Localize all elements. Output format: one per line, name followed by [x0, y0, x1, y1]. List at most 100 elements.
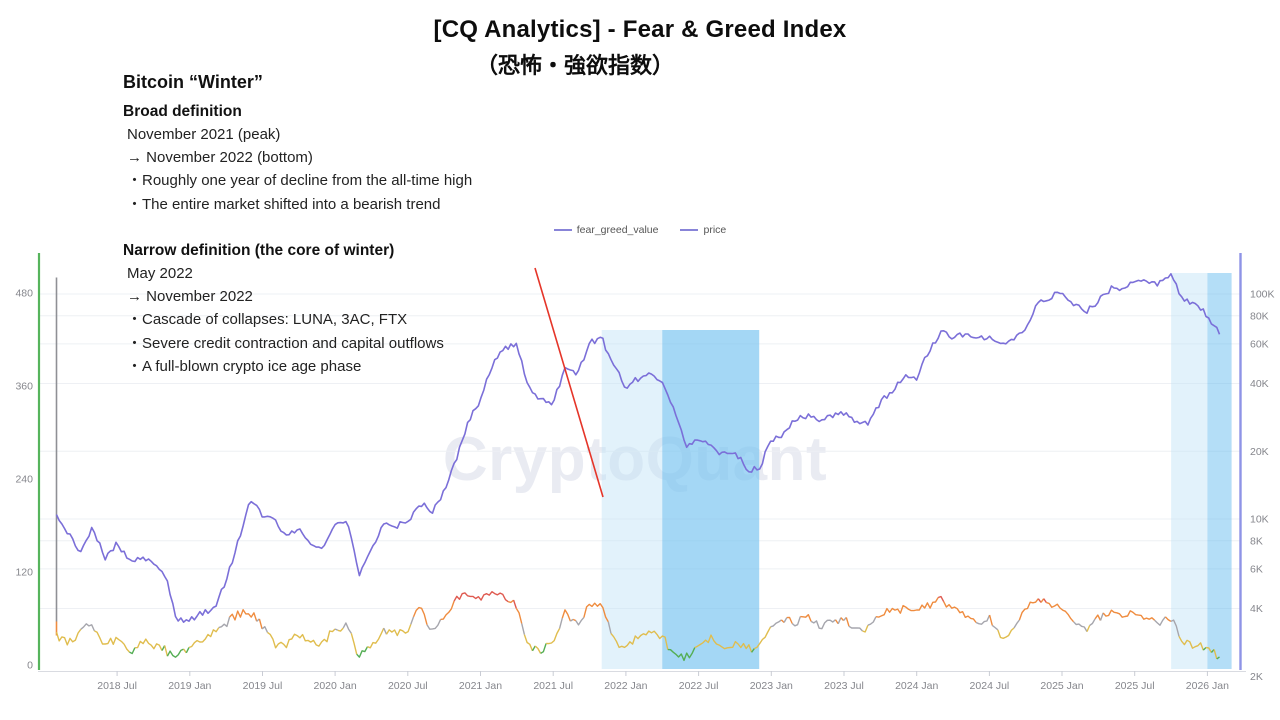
- fear-greed-line-segment: [258, 618, 263, 630]
- fear-greed-line-segment: [512, 599, 517, 609]
- fear-greed-line-segment: [1154, 616, 1166, 626]
- y-right-tick-label: 6K: [1250, 563, 1263, 575]
- fear-greed-line-segment: [751, 648, 755, 653]
- fear-greed-line-segment: [267, 628, 336, 649]
- x-tick-label: 2022 Jul: [679, 680, 719, 692]
- fear-greed-line-segment: [975, 614, 991, 625]
- fear-greed-line-segment: [800, 614, 812, 622]
- fear-greed-line-segment: [385, 624, 412, 637]
- fear-greed-line-segment: [1178, 635, 1204, 651]
- fear-greed-line-segment: [753, 626, 772, 650]
- annotation-line: ・The entire market shifted into a bearis…: [127, 195, 441, 213]
- x-tick-label: 2025 Jul: [1115, 680, 1155, 692]
- fear-greed-line-segment: [845, 617, 850, 627]
- annotation-line: ・A full-blown crypto ice age phase: [127, 357, 362, 375]
- line-swatch-icon: [680, 229, 699, 231]
- x-tick-label: 2020 Jul: [388, 680, 428, 692]
- y-right-tick-label: 2K: [1250, 671, 1263, 683]
- x-tick-label: 2023 Jan: [750, 680, 793, 692]
- fear-greed-line-segment: [531, 645, 536, 652]
- fear-greed-line-segment: [164, 645, 169, 657]
- fear-greed-line-segment: [607, 621, 612, 634]
- fear-greed-line-segment: [783, 617, 788, 623]
- fear-greed-line-segment: [1170, 619, 1180, 637]
- fear-greed-line-segment: [575, 616, 585, 626]
- annotation-line: → November 2022 (bottom): [127, 149, 313, 167]
- x-tick-label: 2021 Jan: [459, 680, 502, 692]
- x-tick-label: 2023 Jul: [824, 680, 864, 692]
- fear-greed-line-segment: [342, 622, 352, 634]
- fear-greed-line-segment: [1037, 598, 1042, 603]
- x-tick-label: 2024 Jan: [895, 680, 938, 692]
- fear-greed-line-segment: [546, 628, 561, 645]
- fear-greed-line-segment: [1013, 619, 1020, 629]
- highlight-band-current-decline-light: [1171, 273, 1208, 669]
- fear-greed-line-segment: [383, 627, 388, 635]
- highlight-band-current-decline-dark: [1207, 273, 1232, 669]
- fear-greed-line-segment: [1213, 649, 1218, 660]
- fear-greed-line-segment: [188, 627, 220, 649]
- fear-greed-line-segment: [570, 618, 574, 622]
- fear-greed-line-segment: [848, 625, 864, 632]
- legend-label: price: [703, 224, 727, 236]
- fear-greed-line-segment: [1040, 598, 1045, 603]
- y-right-tick-label: 10K: [1250, 514, 1269, 526]
- x-tick-label: 2024 Jul: [970, 680, 1010, 692]
- x-tick-label: 2018 Jul: [97, 680, 137, 692]
- annotation-line: November 2021 (peak): [127, 126, 281, 143]
- fear-greed-line-segment: [453, 591, 509, 603]
- fear-greed-line-segment: [1072, 621, 1088, 632]
- line-swatch-icon: [553, 229, 572, 231]
- legend-item-price[interactable]: price: [680, 224, 726, 236]
- fear-greed-line-segment: [667, 647, 696, 662]
- fear-greed-line-segment: [426, 619, 442, 630]
- fear-greed-line-segment: [134, 638, 163, 651]
- fear-greed-line-segment: [334, 628, 339, 631]
- fear-greed-line-segment: [218, 616, 231, 629]
- fear-greed-line-segment: [875, 597, 939, 618]
- annotation-heading: Bitcoin “Winter”: [123, 72, 263, 92]
- fear-greed-line-segment: [561, 609, 572, 622]
- y-right-tick-label: 20K: [1250, 446, 1269, 458]
- y-right-tick-label: 8K: [1250, 535, 1263, 547]
- x-tick-label: 2019 Jan: [168, 680, 211, 692]
- annotation-subheading: Broad definition: [123, 103, 242, 120]
- red-annotation-line: [534, 267, 604, 498]
- fear-greed-line-segment: [261, 626, 269, 633]
- x-tick-label: 2025 Jan: [1040, 680, 1083, 692]
- fear-greed-line-segment: [943, 601, 977, 623]
- fear-greed-line-segment: [367, 627, 385, 649]
- fear-greed-line-segment: [1046, 601, 1075, 623]
- fear-greed-line-segment: [515, 608, 523, 624]
- fear-greed-line-segment: [1102, 609, 1156, 621]
- y-left-tick-label: 240: [15, 474, 33, 486]
- fear-greed-line-segment: [997, 627, 1015, 639]
- fear-greed-line-segment: [350, 633, 358, 655]
- annotation-narrow-definition: Narrow definition (the core of winter) M…: [123, 239, 444, 378]
- fear-greed-line-segment: [572, 618, 577, 622]
- annotation-line: ・Roughly one year of decline from the al…: [127, 172, 473, 190]
- fear-greed-line-segment: [410, 616, 415, 625]
- annotation-line: May 2022: [127, 265, 193, 282]
- fear-greed-line-segment: [521, 623, 526, 635]
- y-left-tick-label: 480: [15, 288, 33, 300]
- legend-item-fear-greed[interactable]: fear_greed_value: [553, 224, 658, 236]
- fear-greed-line-segment: [610, 630, 669, 650]
- fear-greed-line-segment: [1216, 656, 1220, 660]
- price-line: [55, 273, 1221, 623]
- x-tick-label: 2022 Jan: [604, 680, 647, 692]
- fear-greed-line-segment: [867, 616, 877, 626]
- fear-greed-line-segment: [1094, 614, 1102, 621]
- fear-greed-line-segment: [337, 627, 344, 632]
- fear-greed-line-segment: [583, 602, 609, 623]
- fear-greed-line-segment: [55, 628, 82, 646]
- fear-greed-line-segment: [229, 609, 258, 622]
- fear-greed-line-segment: [1164, 616, 1172, 622]
- y-left-tick-label: 120: [15, 567, 33, 579]
- chart-legend: fear_greed_value price: [0, 224, 1280, 236]
- fear-greed-line-segment: [540, 643, 547, 654]
- chart-subtitle-japanese: （恐怖・強欲指数）: [475, 53, 674, 78]
- highlight-band-narrow-winter: [662, 330, 760, 669]
